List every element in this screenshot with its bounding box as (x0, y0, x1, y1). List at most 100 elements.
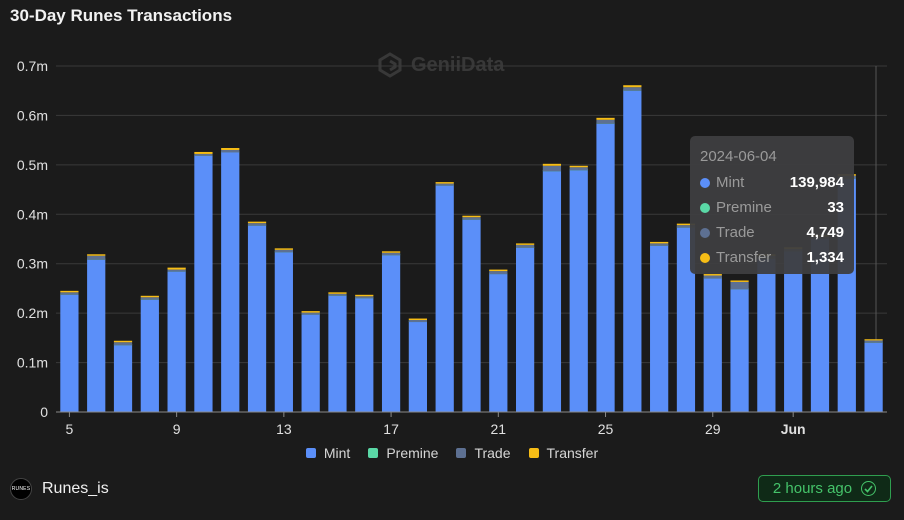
bar-segment-mint-2024-05-22[interactable] (515, 247, 535, 412)
bar-segment-mint-2024-05-05[interactable] (60, 294, 79, 412)
bar-segment-trade-2024-05-14[interactable] (301, 312, 320, 315)
bar-segment-mint-2024-05-08[interactable] (140, 299, 159, 412)
bar-2024-05-14[interactable] (301, 311, 320, 412)
bar-segment-trade-2024-05-07[interactable] (113, 342, 133, 346)
bar-segment-mint-2024-06-02[interactable] (810, 239, 830, 412)
bar-segment-mint-2024-05-23[interactable] (542, 171, 562, 412)
bar-segment-trade-2024-05-12[interactable] (247, 223, 267, 226)
bar-2024-05-23[interactable] (542, 163, 562, 412)
bar-2024-05-07[interactable] (113, 340, 133, 412)
bar-2024-05-11[interactable] (221, 148, 240, 413)
bar-segment-transfer-2024-05-16[interactable] (355, 294, 374, 297)
bar-2024-05-25[interactable] (596, 117, 615, 413)
bar-segment-mint-2024-05-18[interactable] (408, 322, 428, 412)
bars[interactable] (60, 85, 883, 413)
bar-2024-05-24[interactable] (569, 165, 588, 412)
bar-segment-transfer-2024-05-17[interactable] (381, 251, 401, 253)
bar-segment-trade-2024-05-08[interactable] (140, 297, 159, 300)
bar-segment-transfer-2024-05-24[interactable] (569, 165, 588, 168)
bar-segment-mint-2024-05-15[interactable] (328, 295, 347, 412)
bar-segment-trade-2024-05-24[interactable] (569, 167, 588, 171)
bar-segment-transfer-2024-05-11[interactable] (221, 148, 240, 150)
bar-2024-05-19[interactable] (435, 182, 454, 412)
bar-segment-transfer-2024-05-22[interactable] (515, 243, 535, 245)
bar-2024-05-13[interactable] (274, 248, 293, 412)
bar-segment-trade-2024-05-17[interactable] (381, 252, 401, 256)
bar-2024-05-22[interactable] (515, 243, 535, 412)
bar-segment-transfer-2024-05-12[interactable] (247, 221, 267, 224)
legend-item-trade[interactable]: Trade (456, 445, 511, 461)
bar-segment-mint-2024-05-07[interactable] (113, 345, 133, 412)
bar-segment-trade-2024-05-16[interactable] (355, 296, 374, 299)
bar-segment-transfer-2024-05-05[interactable] (60, 290, 79, 293)
bar-2024-05-18[interactable] (408, 318, 428, 412)
bar-segment-mint-2024-05-14[interactable] (301, 314, 320, 412)
bar-segment-mint-2024-05-28[interactable] (676, 227, 696, 412)
bar-segment-mint-2024-05-27[interactable] (650, 245, 669, 412)
bar-2024-05-29[interactable] (703, 274, 722, 412)
bar-segment-mint-2024-05-26[interactable] (623, 90, 642, 412)
bar-segment-mint-2024-05-16[interactable] (355, 298, 374, 412)
bar-segment-trade-2024-05-28[interactable] (676, 225, 696, 228)
brand-link[interactable]: RUNES Runes_is (10, 478, 109, 500)
bar-2024-05-06[interactable] (87, 254, 106, 412)
bar-segment-transfer-2024-05-07[interactable] (113, 340, 133, 343)
legend-item-mint[interactable]: Mint (305, 445, 350, 461)
bar-segment-transfer-2024-06-04[interactable] (864, 339, 883, 341)
bar-segment-trade-2024-05-10[interactable] (194, 153, 213, 156)
bar-segment-trade-2024-05-05[interactable] (60, 292, 79, 295)
bar-segment-mint-2024-06-04[interactable] (864, 342, 883, 412)
bar-segment-trade-2024-05-21[interactable] (489, 271, 508, 275)
bar-segment-transfer-2024-05-29[interactable] (703, 274, 722, 276)
bar-2024-05-26[interactable] (623, 85, 642, 412)
bar-2024-05-10[interactable] (194, 151, 213, 412)
bar-2024-05-31[interactable] (757, 254, 776, 412)
bar-2024-05-17[interactable] (381, 251, 401, 412)
bar-segment-trade-2024-05-26[interactable] (623, 87, 642, 91)
bar-segment-transfer-2024-05-20[interactable] (462, 215, 481, 218)
bar-segment-trade-2024-05-30[interactable] (730, 281, 749, 290)
bar-segment-mint-2024-06-01[interactable] (784, 251, 803, 412)
bar-segment-trade-2024-05-09[interactable] (167, 269, 186, 272)
bar-segment-transfer-2024-05-10[interactable] (194, 151, 213, 154)
bar-segment-transfer-2024-05-08[interactable] (140, 295, 159, 298)
bar-segment-transfer-2024-05-19[interactable] (435, 182, 454, 184)
bar-segment-transfer-2024-05-18[interactable] (408, 318, 428, 321)
bar-segment-mint-2024-05-30[interactable] (730, 289, 749, 412)
bar-2024-05-27[interactable] (650, 241, 669, 412)
bar-segment-trade-2024-05-27[interactable] (650, 243, 669, 246)
bar-2024-05-08[interactable] (140, 295, 159, 412)
bar-segment-transfer-2024-05-09[interactable] (167, 267, 186, 270)
bar-segment-mint-2024-05-06[interactable] (87, 259, 106, 412)
bar-segment-trade-2024-05-13[interactable] (274, 249, 293, 253)
bar-2024-06-04[interactable] (864, 339, 883, 412)
bar-segment-transfer-2024-05-23[interactable] (542, 163, 562, 166)
bar-2024-05-09[interactable] (167, 267, 186, 412)
legend-item-transfer[interactable]: Transfer (528, 445, 598, 461)
bar-segment-transfer-2024-05-13[interactable] (274, 248, 293, 250)
bar-2024-05-05[interactable] (60, 290, 79, 412)
bar-segment-mint-2024-05-19[interactable] (435, 185, 454, 412)
bar-segment-mint-2024-05-10[interactable] (194, 155, 213, 412)
bar-2024-05-15[interactable] (328, 292, 347, 412)
bar-segment-transfer-2024-05-27[interactable] (650, 241, 669, 244)
bar-segment-trade-2024-05-29[interactable] (703, 275, 722, 279)
bar-segment-trade-2024-05-18[interactable] (408, 320, 428, 322)
bar-2024-05-28[interactable] (676, 223, 696, 412)
bar-segment-mint-2024-05-12[interactable] (247, 225, 267, 412)
bar-segment-transfer-2024-05-15[interactable] (328, 292, 347, 294)
bar-2024-05-20[interactable] (462, 215, 481, 412)
bar-segment-transfer-2024-05-25[interactable] (596, 117, 615, 120)
bar-segment-trade-2024-06-04[interactable] (864, 340, 883, 343)
bar-segment-transfer-2024-05-06[interactable] (87, 254, 106, 256)
bar-segment-trade-2024-05-19[interactable] (435, 183, 454, 186)
bar-segment-trade-2024-05-22[interactable] (515, 244, 535, 248)
bar-segment-trade-2024-05-11[interactable] (221, 149, 240, 153)
bar-segment-trade-2024-05-15[interactable] (328, 293, 347, 296)
bar-segment-mint-2024-05-25[interactable] (596, 123, 615, 413)
bar-segment-mint-2024-05-31[interactable] (757, 258, 776, 412)
bar-segment-mint-2024-05-24[interactable] (569, 170, 588, 412)
bar-segment-mint-2024-05-11[interactable] (221, 152, 240, 413)
bar-segment-transfer-2024-05-28[interactable] (676, 223, 696, 226)
bar-2024-05-21[interactable] (489, 269, 508, 412)
